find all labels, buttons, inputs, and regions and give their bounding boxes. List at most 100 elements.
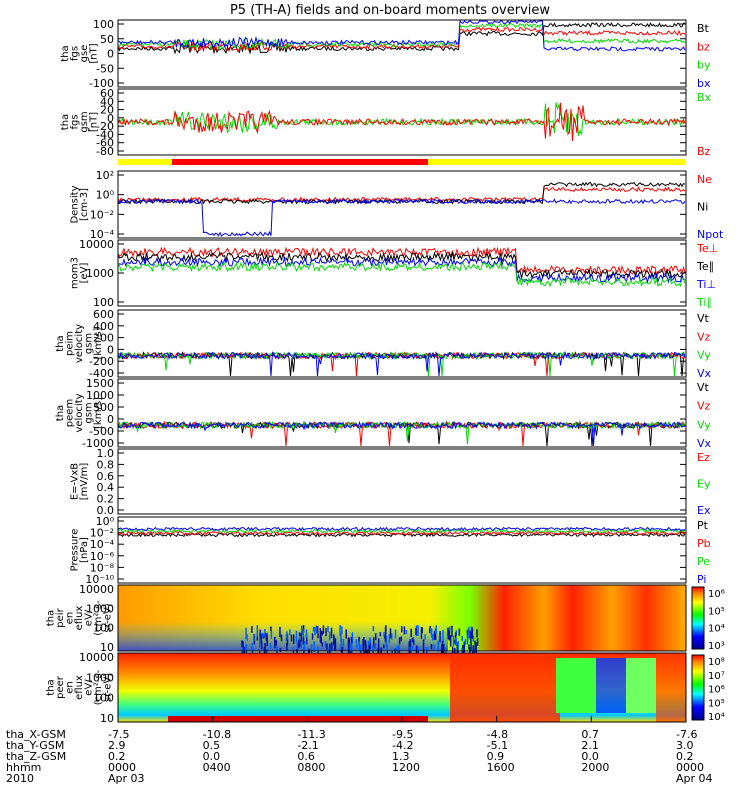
- ytick-label: 100: [93, 692, 114, 705]
- legend-bx: bx: [697, 77, 711, 90]
- ytick-label: -20: [96, 120, 114, 133]
- spectrogram-speck: [334, 638, 337, 650]
- panel-density: Density[cm-3] 10² 10⁰ 10⁻² 10⁻⁴ Ne Ni Npot: [69, 169, 724, 241]
- ytick-label: 100: [93, 622, 114, 635]
- panel-frame: [117, 448, 687, 515]
- spectrogram-speck: [300, 632, 302, 642]
- spectrogram-speck: [386, 644, 389, 655]
- spectrogram-speck: [251, 647, 254, 657]
- spectrogram-speck: [369, 637, 371, 644]
- spectrogram-speck: [348, 637, 350, 648]
- legend-Te∥: Te∥: [696, 260, 714, 273]
- spectrogram-speck: [298, 639, 300, 649]
- series-Ti∥: [117, 261, 686, 288]
- spectrogram-speck: [394, 629, 397, 639]
- spectrogram-speck: [256, 633, 259, 641]
- ylabel-line: gsm: [84, 333, 95, 354]
- ephem-value: 3.0: [676, 739, 694, 752]
- spectrogram-speck: [456, 642, 459, 650]
- spectrogram-speck: [275, 640, 278, 646]
- colorbar-label: 10⁴: [708, 712, 725, 723]
- legend-bz: bz: [697, 40, 710, 53]
- spectrogram-speck: [265, 633, 268, 641]
- spectrogram-speck: [350, 646, 353, 655]
- legend-Ti∥: Ti∥: [696, 296, 712, 309]
- spectrogram-speck: [274, 636, 276, 649]
- spectrogram-speck: [302, 625, 305, 633]
- spectrogram-speck: [417, 646, 420, 658]
- spectrogram-speck: [258, 638, 261, 645]
- ephem-value: -5.1: [487, 739, 508, 752]
- spectrogram-hot: [450, 653, 560, 722]
- spectrogram-speck: [262, 634, 265, 639]
- ylabel-line: peem: [65, 399, 76, 427]
- ytick-label: 10: [100, 641, 114, 654]
- spectrogram-speck: [374, 633, 377, 641]
- spectrogram-speck: [405, 630, 408, 635]
- ytick-label: 0: [107, 112, 114, 125]
- legend-Ex: Ex: [697, 504, 711, 517]
- series-Ne: [117, 186, 686, 203]
- spectrogram-speck: [317, 646, 319, 658]
- ytick-label: 0.6: [97, 470, 115, 483]
- spectrogram-speck: [401, 626, 403, 633]
- ytick-label: -200: [89, 355, 114, 368]
- spectrogram-speck: [398, 637, 401, 644]
- spectrogram-speck: [341, 626, 343, 634]
- spectrogram-speck: [298, 632, 301, 637]
- spectrogram-speck: [383, 644, 385, 649]
- spectrogram-speck: [472, 645, 474, 650]
- spectrogram-speck: [359, 644, 362, 655]
- spectrogram-speck: [251, 643, 253, 650]
- ytick-label: 10²: [96, 169, 114, 182]
- spectrogram-speck: [290, 634, 293, 642]
- spectrogram-speck: [311, 633, 314, 640]
- spectrogram-speck: [315, 625, 318, 634]
- ytick-label: 10⁻¹⁰: [85, 573, 114, 586]
- series-bz: [117, 26, 686, 53]
- legend-Ni: Ni: [697, 201, 708, 214]
- ylabel-line: (cm²-s-: [93, 600, 104, 636]
- series-Pe: [117, 528, 686, 534]
- colorbar: [691, 586, 705, 650]
- spectrogram-speck: [457, 641, 459, 653]
- spectrogram-speck: [449, 635, 452, 647]
- spectrogram-speck: [363, 637, 365, 646]
- colorbar-label: 10⁸: [708, 657, 725, 668]
- spectrogram-speck: [300, 636, 303, 649]
- ylabel-line: [nT]: [88, 43, 99, 63]
- ylabel-line: eV/: [84, 609, 95, 626]
- spectrogram-speck: [316, 626, 319, 634]
- ytick-label: 10000: [79, 651, 114, 664]
- ytick-label: 10⁻⁴: [90, 228, 115, 241]
- spectrogram-speck: [333, 634, 335, 646]
- spectrogram-speck: [449, 626, 451, 634]
- ephem-value: 0000: [676, 761, 704, 774]
- spectrogram-speck: [384, 635, 387, 643]
- spectrogram-speck: [367, 640, 370, 648]
- ylabel-line: [nPa]: [79, 537, 90, 563]
- spectrogram-speck: [270, 630, 273, 639]
- spectrogram-speck: [469, 647, 471, 654]
- ytick-label: 10000: [79, 583, 114, 596]
- ytick-label: 0.4: [97, 481, 115, 494]
- ylabel-line: [nT]: [88, 112, 99, 132]
- spectrogram-speck: [347, 645, 350, 656]
- spectrogram-speck: [476, 638, 479, 646]
- ephem-row-label: tha_X-GSM: [6, 728, 66, 741]
- spectrogram-speck: [241, 644, 243, 654]
- spectrogram-speck: [280, 634, 283, 642]
- ytick-label: 1000: [86, 389, 114, 402]
- panel-ylabel: Pressure[nPa]: [69, 529, 90, 572]
- spectrogram-speck: [424, 634, 426, 640]
- spectrogram-speck: [363, 649, 365, 655]
- ephem-value: 0.9: [487, 750, 505, 763]
- spectrogram-speck: [279, 647, 282, 652]
- spectrogram-speck: [415, 645, 418, 653]
- ephem-row-label: tha_Z-GSM: [6, 750, 66, 763]
- spectrogram-speck: [466, 633, 469, 645]
